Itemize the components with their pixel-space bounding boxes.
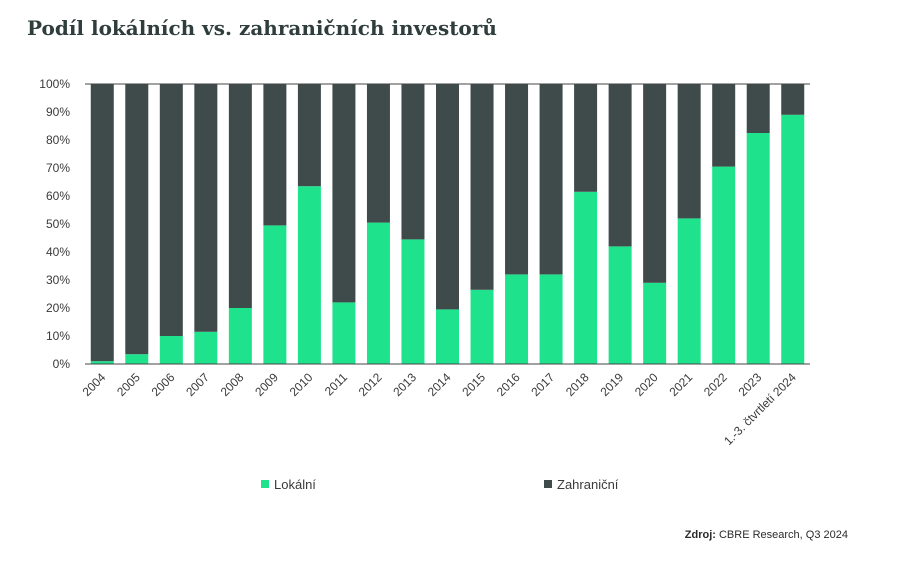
x-tick-label: 2008 bbox=[218, 370, 247, 399]
source-note: Zdroj: CBRE Research, Q3 2024 bbox=[685, 529, 848, 541]
bar-foreign bbox=[470, 84, 494, 290]
source-label: Zdroj: bbox=[684, 529, 716, 541]
bar-foreign bbox=[712, 84, 736, 167]
x-tick-label: 2023 bbox=[736, 370, 765, 399]
bar-local bbox=[401, 239, 425, 364]
x-tick-label: 2019 bbox=[597, 370, 626, 399]
y-tick-label: 90% bbox=[46, 105, 70, 119]
x-tick-label: 2021 bbox=[667, 370, 696, 399]
bar-local bbox=[574, 191, 598, 364]
x-tick-label: 2016 bbox=[494, 370, 523, 399]
y-tick-label: 50% bbox=[46, 217, 70, 231]
y-tick-label: 70% bbox=[46, 161, 70, 175]
bar-local bbox=[643, 282, 667, 364]
x-tick-label: 2011 bbox=[322, 370, 350, 398]
bar-foreign bbox=[608, 84, 632, 247]
x-tick-label: 2018 bbox=[563, 370, 592, 399]
x-tick-label: 2006 bbox=[149, 370, 178, 399]
bar-local bbox=[746, 133, 770, 364]
bar-foreign bbox=[90, 84, 114, 362]
bar-foreign bbox=[505, 84, 529, 275]
legend-label-foreign: Zahraniční bbox=[557, 476, 619, 492]
y-tick-label: 10% bbox=[46, 329, 70, 343]
bar-local bbox=[228, 308, 252, 364]
legend-label-local: Lokální bbox=[274, 476, 316, 492]
source-text: CBRE Research, Q3 2024 bbox=[718, 529, 848, 541]
bar-local bbox=[608, 246, 632, 364]
bar-foreign bbox=[574, 84, 598, 192]
x-tick-label: 2012 bbox=[356, 370, 385, 399]
legend-item-foreign: Zahraniční bbox=[544, 476, 618, 492]
bar-foreign bbox=[125, 84, 149, 355]
x-tick-label: 2015 bbox=[459, 370, 488, 399]
bar-local bbox=[194, 331, 218, 364]
bar-local bbox=[781, 114, 805, 364]
bar-foreign bbox=[436, 84, 459, 310]
x-tick-label: 2014 bbox=[425, 370, 454, 399]
x-tick-label: 2017 bbox=[528, 370, 557, 399]
y-tick-label: 30% bbox=[46, 273, 70, 287]
legend-swatch-foreign bbox=[544, 480, 552, 488]
bar-foreign bbox=[228, 84, 252, 308]
y-tick-label: 0% bbox=[53, 357, 71, 371]
x-tick-label: 2007 bbox=[183, 370, 212, 399]
bar-local bbox=[366, 222, 390, 364]
bar-local bbox=[263, 225, 287, 364]
bar-local bbox=[677, 218, 701, 364]
legend-item-local: Lokální bbox=[261, 476, 316, 492]
x-tick-label: 2020 bbox=[632, 370, 661, 399]
y-tick-label: 20% bbox=[46, 301, 70, 315]
x-tick-label: 2022 bbox=[701, 370, 730, 399]
bar-local bbox=[159, 336, 183, 364]
bar-local bbox=[505, 274, 529, 364]
bar-foreign bbox=[746, 84, 770, 133]
bar-local bbox=[470, 289, 494, 364]
bar-foreign bbox=[366, 84, 390, 223]
bar-local bbox=[297, 186, 321, 364]
bar-local bbox=[90, 361, 114, 364]
x-tick-label: 2009 bbox=[252, 370, 281, 399]
y-tick-label: 100% bbox=[39, 77, 70, 91]
bar-local bbox=[436, 309, 459, 364]
bar-foreign bbox=[781, 84, 805, 115]
bar-local bbox=[539, 274, 563, 364]
bar-local bbox=[125, 354, 149, 364]
bar-foreign bbox=[159, 84, 183, 336]
x-tick-label: 2004 bbox=[80, 370, 109, 399]
bar-foreign bbox=[263, 84, 287, 226]
y-tick-label: 40% bbox=[46, 245, 70, 259]
x-tick-label: 2010 bbox=[287, 370, 316, 399]
bar-foreign bbox=[539, 84, 563, 275]
bar-foreign bbox=[194, 84, 218, 332]
bar-local bbox=[712, 166, 736, 364]
y-tick-label: 60% bbox=[46, 189, 70, 203]
legend-swatch-local bbox=[261, 480, 269, 488]
bar-foreign bbox=[643, 84, 667, 283]
stacked-bar-chart: 0%10%20%30%40%50%60%70%80%90%100%2004 200… bbox=[39, 77, 810, 448]
bar-local bbox=[332, 302, 356, 364]
bar-foreign bbox=[677, 84, 701, 219]
x-tick-label: 2005 bbox=[114, 370, 143, 399]
bar-foreign bbox=[401, 84, 425, 240]
chart-title: Podíl lokálních vs. zahraničních investo… bbox=[27, 16, 497, 40]
x-tick-label: 2013 bbox=[390, 370, 419, 399]
y-tick-label: 80% bbox=[46, 133, 70, 147]
bar-foreign bbox=[332, 84, 356, 303]
bar-foreign bbox=[297, 84, 321, 187]
